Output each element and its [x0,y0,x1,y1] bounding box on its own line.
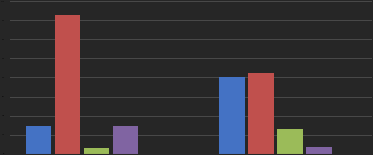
Bar [113,126,138,154]
Bar [55,15,80,154]
Bar [277,129,303,154]
Bar [248,73,274,154]
Bar [219,78,245,154]
Bar [306,147,332,154]
Bar [26,126,51,154]
Bar [84,148,109,154]
